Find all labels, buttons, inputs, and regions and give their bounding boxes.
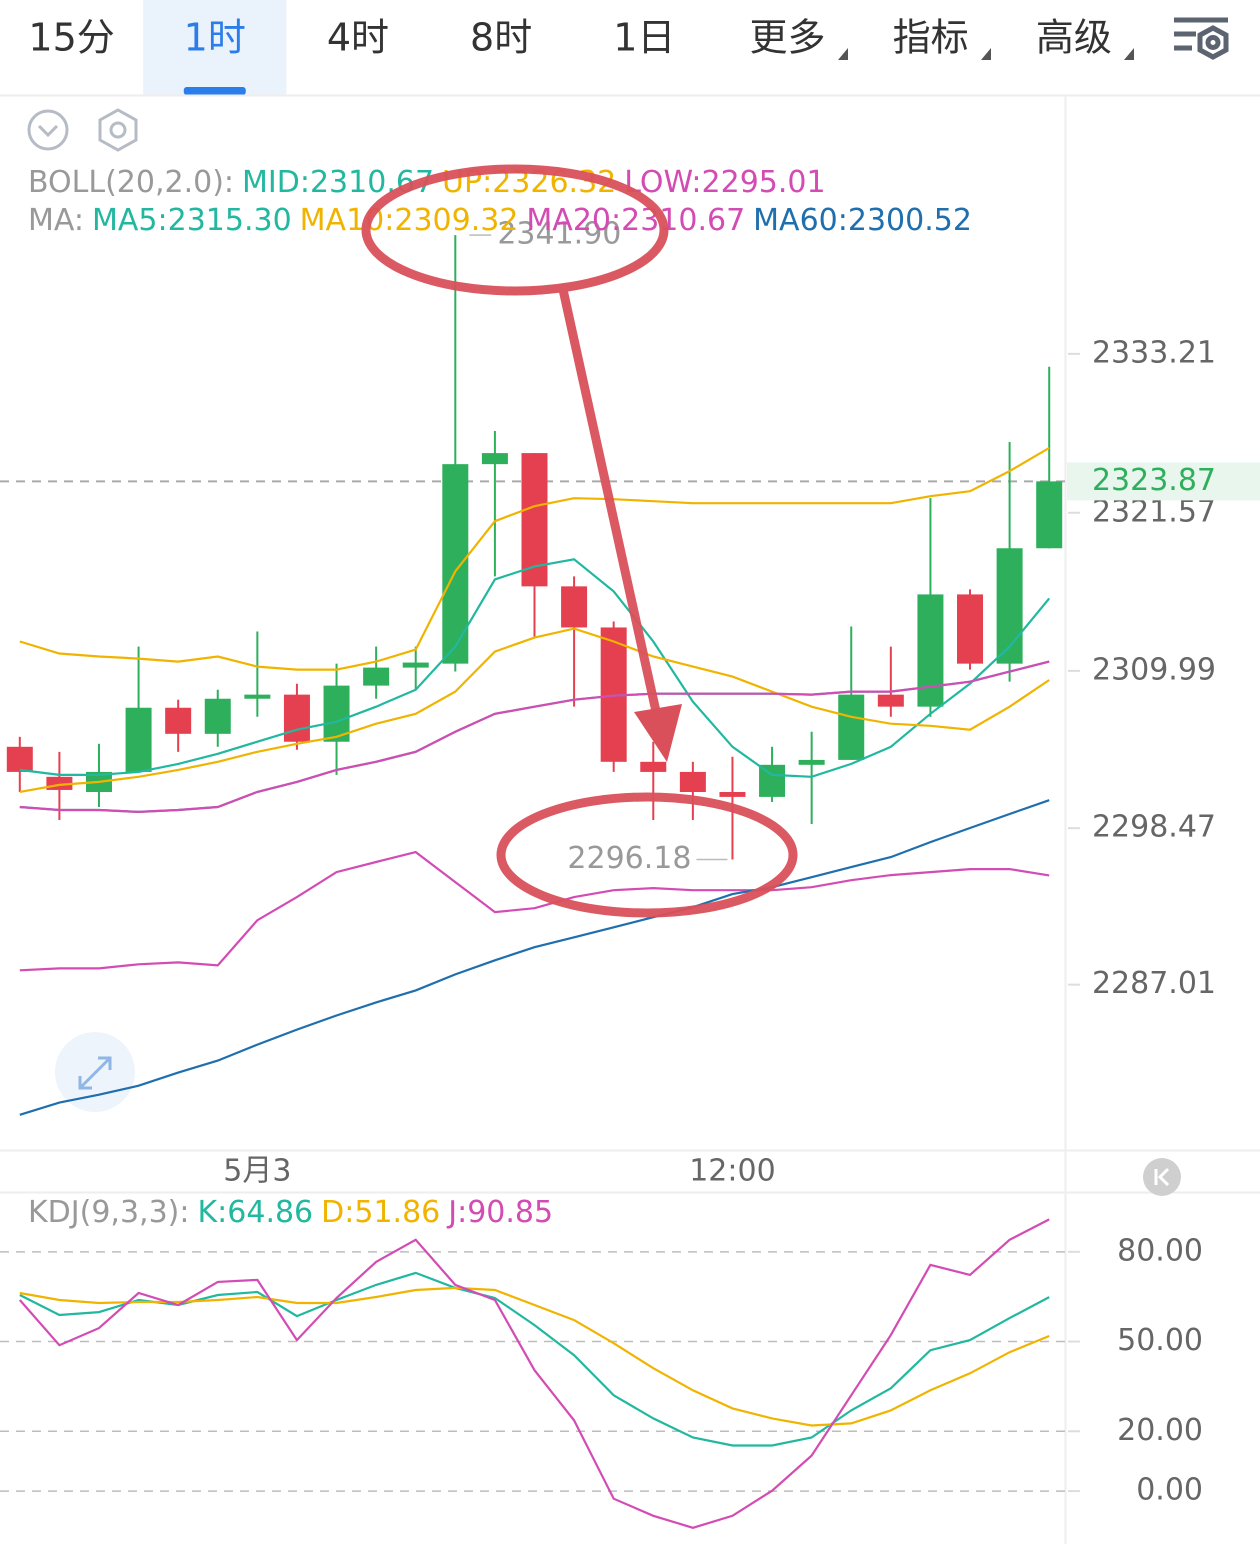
settings-hex-icon[interactable] [98,108,138,152]
tab[interactable]: 1日 [613,16,675,60]
candle-body [481,453,508,465]
legend-item: K:64.86 [197,1195,313,1230]
tab[interactable]: 高级 [1036,16,1112,60]
candle-body [917,594,944,707]
candle-body [1036,481,1063,549]
series-line [19,558,1051,778]
legend-item: LOW:2295.01 [624,165,825,200]
candle-body [719,791,746,797]
y-tick-label: 20.00 [1117,1413,1203,1448]
tab[interactable]: 4时 [327,16,389,60]
y-tick-label: 2287.01 [1092,966,1216,1001]
candle-body [640,761,667,772]
series-line [19,660,1050,814]
candle-body [6,746,33,772]
extreme-label: 2341.90 [497,217,621,252]
legend-item: J:90.85 [446,1195,553,1230]
legend-item: MA10:2309.32 [300,203,519,238]
series-line [18,1218,1050,1529]
candle-body [957,594,984,664]
tab[interactable]: 更多 [749,16,825,60]
collapse-icon[interactable] [27,109,69,151]
tab[interactable]: 15分 [28,16,114,60]
candle-body [877,694,904,707]
candle-body [402,662,429,668]
candle-body [165,707,192,734]
dropdown-marker [981,48,991,60]
candle-body [323,685,350,742]
series-line [19,850,1050,972]
last-price-label: 2323.87 [1092,463,1216,498]
annotation-arrowhead [634,704,682,762]
indicator-legend: MA: MA5:2315.30 MA10:2309.32 MA20:2310.67 MA… [28,203,972,238]
settings-icon[interactable] [1174,17,1229,60]
last-price-bg [1067,462,1260,501]
extreme-label: 2296.18 [567,841,691,876]
y-tick-label: 50.00 [1117,1323,1203,1358]
candle-body [679,771,706,792]
dropdown-marker [838,48,848,60]
candle-body [283,694,310,742]
legend-title: MA: [28,203,84,238]
legend-item: D:51.86 [321,1195,440,1230]
candle-body [759,764,786,797]
candle-body [244,694,271,699]
y-tick-label: 0.00 [1136,1473,1203,1508]
tab[interactable]: 指标 [893,16,969,60]
indicator-legend: KDJ(9,3,3): K:64.86 D:51.86 J:90.85 [28,1195,553,1230]
legend-item: MA20:2310.67 [526,203,745,238]
tab-indicator [183,87,246,95]
y-tick-label: 80.00 [1117,1233,1203,1268]
legend-item: MA5:2315.30 [92,203,292,238]
series-line [19,627,1050,793]
legend-item: MA60:2300.52 [753,203,972,238]
dropdown-marker [1124,48,1134,60]
scroll-latest-button[interactable] [1143,1158,1181,1196]
y-tick-label: 2309.99 [1092,652,1216,687]
candle-body [442,464,469,664]
series-line [19,1286,1050,1427]
candle-body [561,586,588,628]
tab-bar: 15分 1时 4时 8时 1日 更多 指标 高级 [28,0,1112,95]
candle-body [125,707,152,772]
y-tick-label: 2298.47 [1092,810,1216,845]
tab[interactable]: 1时 [184,16,246,60]
legend-title: KDJ(9,3,3): [28,1195,189,1230]
hand-drawn-annotation [361,164,798,918]
series-line [19,446,1050,671]
candle-body [838,694,865,760]
candle-body [363,667,390,686]
series-line [19,799,1050,1116]
x-tick-label: 12:00 [689,1154,775,1189]
legend-item: MID:2310.67 [242,165,434,200]
tab-selected-bg [143,0,287,95]
y-tick-label: 2333.21 [1092,335,1216,370]
tab[interactable]: 8时 [470,16,532,60]
candle-body [204,698,231,734]
candle-body [798,759,825,765]
candle-body [996,548,1023,664]
legend-title: BOLL(20,2.0): [28,165,234,200]
x-tick-label: 5月3 [223,1154,291,1189]
